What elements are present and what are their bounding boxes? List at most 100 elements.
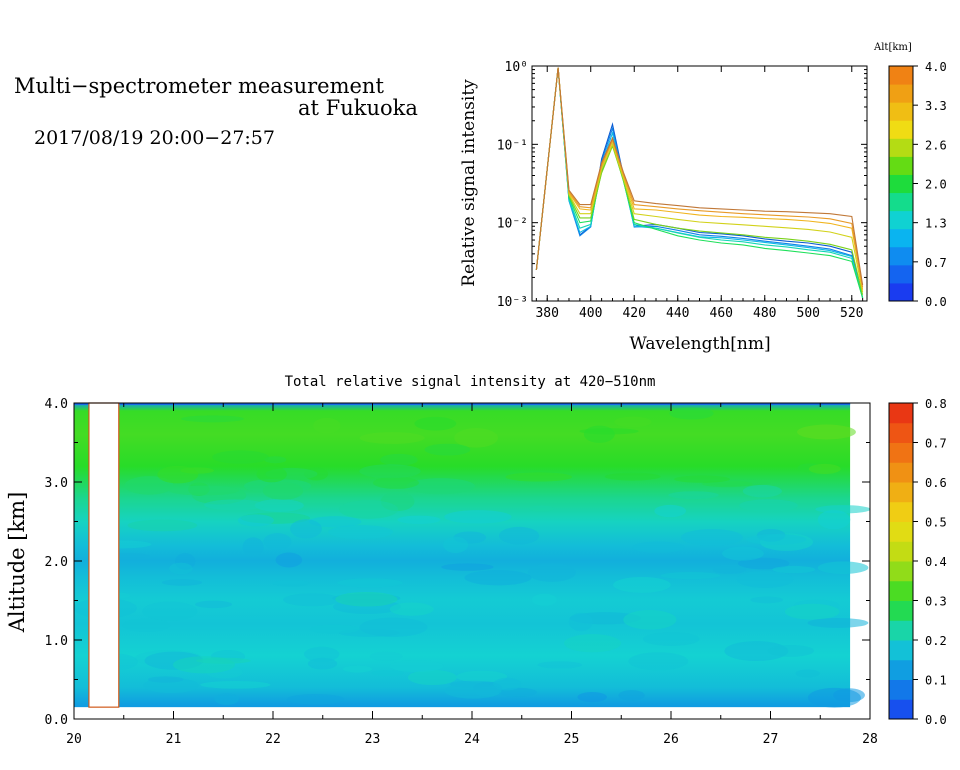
spectrum-series-line-8 (535, 67, 864, 288)
heatmap-x-tick-label: 24 (464, 732, 480, 747)
heatmap-texture-patch (784, 603, 840, 620)
heatmap-texture-patch (668, 491, 719, 500)
heatmap-texture-patch (441, 563, 494, 571)
heatmap-texture-patch (577, 691, 607, 703)
intensity-colorbar-cell (889, 403, 913, 424)
altitude-colorbar-cell (889, 174, 913, 194)
spectrum-series-group (535, 67, 864, 298)
intensity-colorbar-cell (889, 541, 913, 562)
intensity-colorbar-tick-label: 0.0 (925, 713, 947, 727)
intensity-colorbar-cell (889, 501, 913, 522)
spectrum-series-line-7 (535, 67, 864, 290)
heatmap-texture-patch (443, 536, 469, 553)
heatmap-texture-patch (817, 561, 869, 574)
heatmap-y-tick-label: 0.0 (45, 713, 68, 728)
heatmap-x-ticks: 20 21 22 23 24 25 26 27 28 (66, 403, 878, 747)
heatmap-y-ticks: 0.0 1.0 2.0 3.0 4.0 (45, 397, 870, 728)
spectrum-x-axis-label: Wavelength[nm] (629, 334, 770, 354)
heatmap-texture-patch (372, 476, 420, 489)
spectrum-x-tick-label: 520 (840, 306, 863, 321)
altitude-colorbar-tick-label: 4.0 (925, 60, 947, 74)
heatmap-texture-patch (444, 682, 502, 699)
spectrum-plot: 380 400 420 440 460 480 500 520 10⁻³ 10⁻² 10⁻¹ 10⁰… (459, 60, 868, 354)
heatmap-texture-patch (342, 665, 373, 673)
heatmap-texture-patch (124, 476, 174, 495)
intensity-colorbar-tick-label: 0.3 (925, 595, 947, 609)
heatmap-texture-patch (371, 670, 404, 677)
intensity-colorbar-tick-label: 0.2 (925, 634, 947, 648)
heatmap-y-tick-label: 2.0 (45, 555, 68, 570)
spectrum-series-line-5 (535, 67, 864, 295)
spectrum-x-tick-label: 420 (622, 306, 645, 321)
altitude-colorbar-cell (889, 282, 913, 302)
heatmap-texture-patch (122, 618, 171, 632)
intensity-colorbar-tick-label: 0.8 (925, 397, 947, 411)
spectrum-x-tick-label: 400 (579, 306, 602, 321)
altitude-colorbar-cell (889, 66, 913, 85)
altitude-colorbar-cell (889, 210, 913, 230)
heatmap-texture-patch (283, 593, 342, 607)
heatmap-texture-patch (493, 677, 522, 691)
heatmap-texture-patch (147, 676, 184, 683)
page-title-line2: at Fukuoka (298, 96, 418, 120)
heatmap-texture-patch (736, 570, 794, 588)
intensity-colorbar: 0.0 0.1 0.2 0.3 0.4 0.5 0.6 0.7 0.8 (888, 397, 947, 727)
heatmap-texture-patch (464, 570, 532, 586)
heatmap-texture-patch (807, 687, 861, 708)
altitude-colorbar-cell (889, 228, 913, 248)
intensity-colorbar-cell (889, 640, 913, 661)
altitude-colorbar-tick-label: 0.7 (925, 256, 947, 270)
spectrum-series-line-6 (535, 67, 864, 293)
spectrum-y-tick-label: 10⁰ (505, 60, 528, 75)
heatmap-texture-patch (613, 576, 671, 593)
heatmap-texture-patch (527, 563, 576, 582)
intensity-colorbar-cell (889, 462, 913, 483)
heatmap-missing-data-gap (88, 402, 120, 708)
heatmap-texture-patch (564, 634, 622, 653)
heatmap-y-axis-label: Altitude [km] (5, 492, 29, 634)
spectrum-y-tick-label: 10⁻¹ (497, 138, 528, 153)
heatmap-y-tick-label: 3.0 (45, 476, 68, 491)
altitude-colorbar-tick-label: 3.3 (925, 99, 947, 113)
spectrum-series-line-9 (535, 67, 864, 286)
heatmap-texture-patch (669, 407, 714, 420)
heatmap-texture-patch (195, 657, 251, 664)
heatmap-x-tick-label: 22 (265, 732, 281, 747)
heatmap-texture-patch (263, 533, 292, 550)
intensity-colorbar-cell (889, 482, 913, 503)
heatmap-texture-patch (308, 516, 362, 528)
heatmap-texture-patch (529, 505, 554, 512)
spectrum-x-tick-label: 380 (535, 306, 558, 321)
altitude-colorbar-cell (889, 264, 913, 284)
spectrum-y-ticks: 10⁻³ 10⁻² 10⁻¹ 10⁰ (497, 60, 867, 310)
spectrum-series-line-0 (535, 67, 864, 298)
heatmap-texture-patch (568, 612, 593, 632)
heatmap-texture-patch (680, 529, 744, 546)
altitude-colorbar-tick-label: 1.3 (925, 217, 947, 231)
altitude-colorbar-cell (889, 138, 913, 157)
heatmap-texture-patch (309, 624, 360, 634)
heatmap-texture-patch (169, 562, 193, 575)
spectrum-x-tick-label: 440 (666, 306, 689, 321)
intensity-colorbar-cells (889, 403, 913, 720)
heatmap-texture-patch (254, 499, 304, 512)
heatmap-texture-patch (537, 661, 583, 669)
heatmap-texture-patch (797, 424, 856, 440)
heatmap-texture-patch (632, 541, 685, 553)
heatmap-texture-patch (339, 500, 399, 519)
heatmap-texture-patch (614, 416, 652, 428)
heatmap-texture-patch (195, 600, 233, 609)
heatmap-texture-patch (359, 432, 425, 444)
heatmap-title: Total relative signal intensity at 420−5… (285, 374, 656, 390)
heatmap-texture-patch (337, 578, 403, 588)
intensity-colorbar-cell (889, 600, 913, 621)
heatmap-x-tick-label: 23 (365, 732, 381, 747)
heatmap-y-tick-label: 1.0 (45, 634, 68, 649)
spectrum-y-axis-label: Relative signal intensity (459, 79, 479, 287)
heatmap-texture-patch (127, 519, 198, 532)
heatmap-x-tick-label: 20 (66, 732, 82, 747)
spectrum-y-tick-label: 10⁻² (497, 217, 528, 232)
altitude-colorbar-cell (889, 192, 913, 212)
altitude-colorbar-cell (889, 156, 913, 175)
spectrum-x-tick-label: 480 (753, 306, 776, 321)
